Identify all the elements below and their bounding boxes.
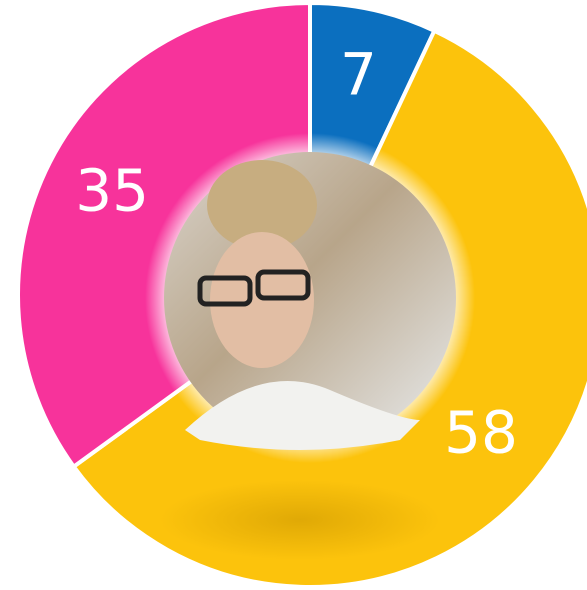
- photo-glasses-left: [197, 275, 253, 307]
- photo-shirt: [185, 381, 420, 450]
- slice-label: 58: [444, 399, 518, 467]
- slice-label: 35: [75, 156, 149, 224]
- photo-hair: [207, 160, 317, 250]
- shadow: [160, 480, 440, 560]
- slice-label: 7: [340, 40, 377, 108]
- photo-glasses-right: [255, 269, 311, 301]
